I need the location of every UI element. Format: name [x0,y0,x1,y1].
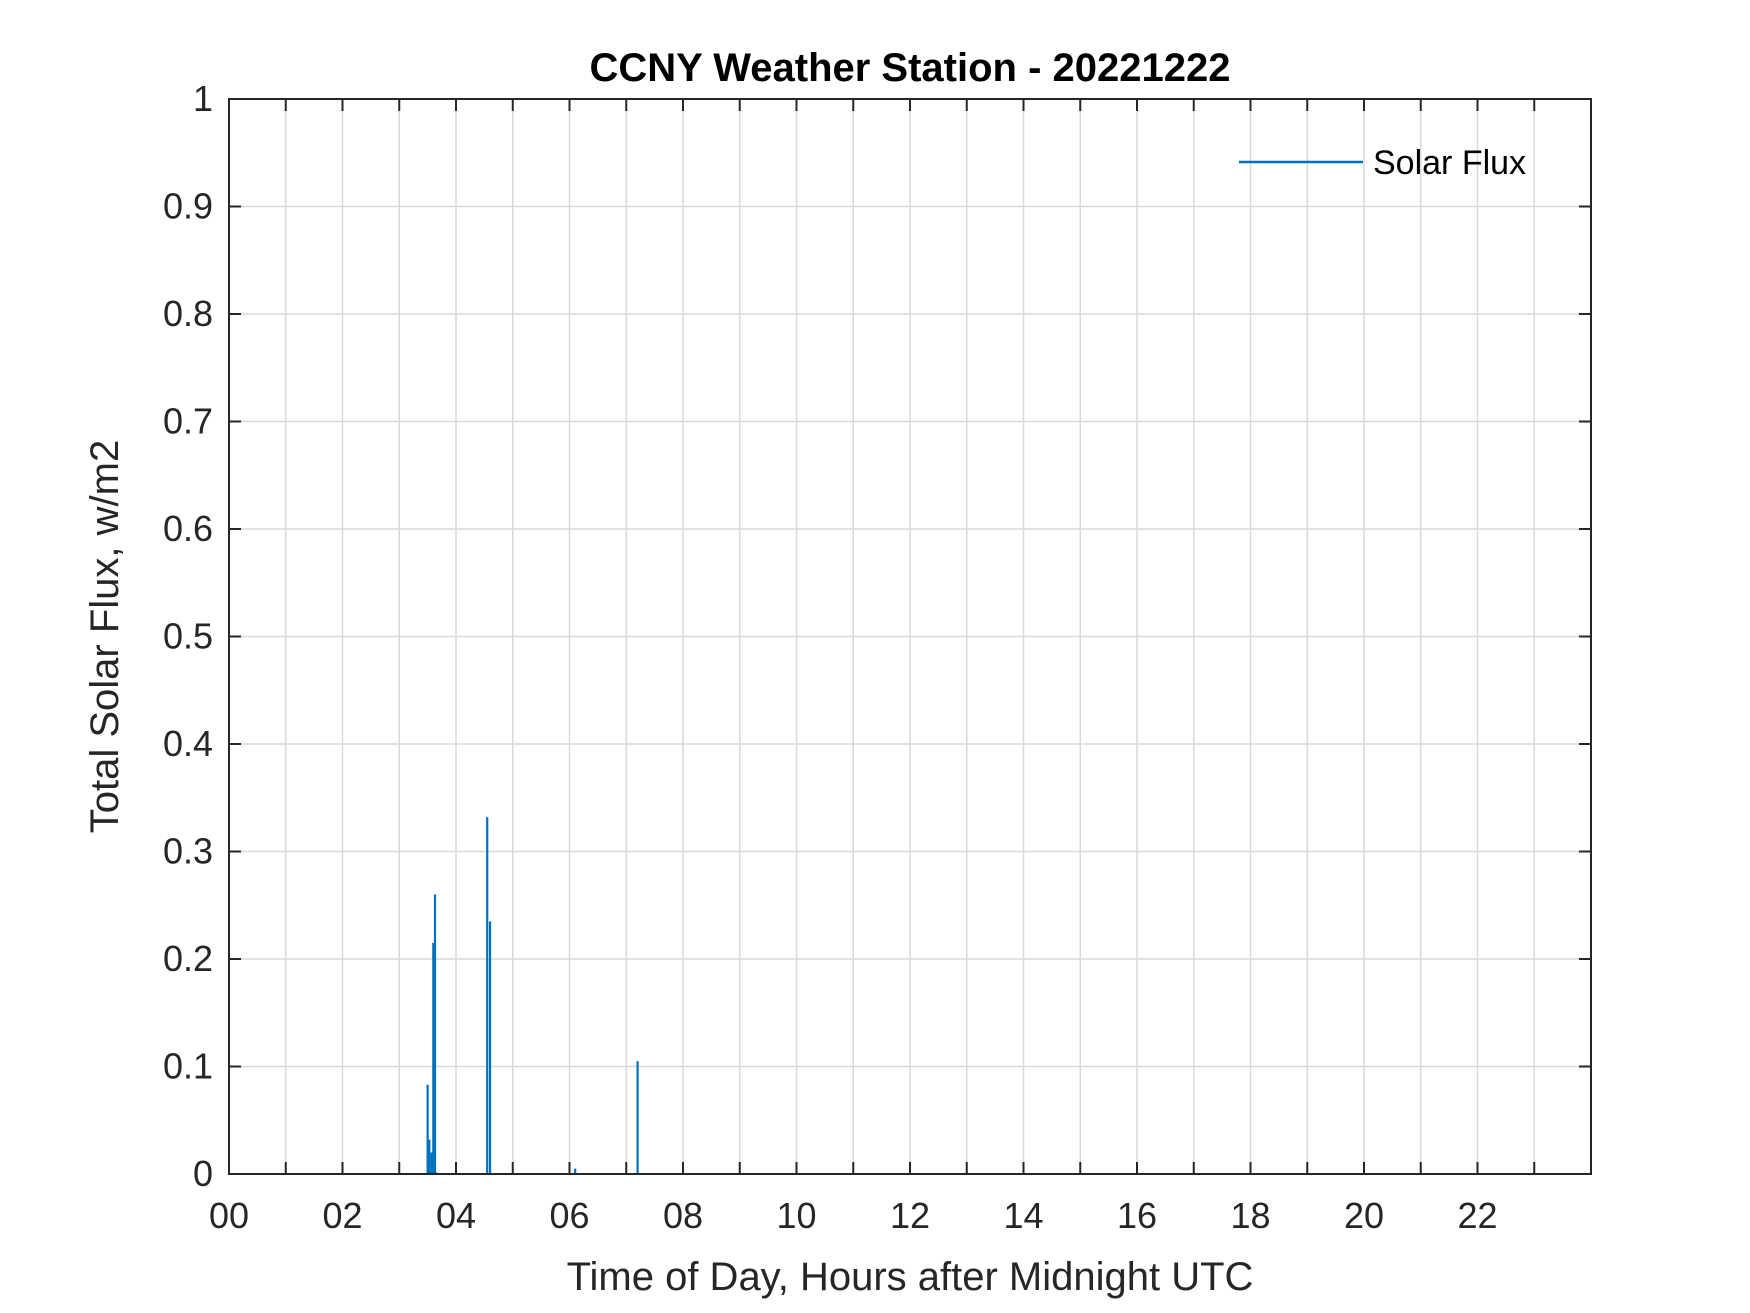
y-tick-label: 0.7 [163,401,213,442]
y-tick-label: 0 [193,1153,213,1194]
x-tick-label: 12 [890,1195,930,1236]
y-tick-label: 0.6 [163,508,213,549]
y-tick-labels: 0 0.1 0.2 0.3 0.4 0.5 0.6 0.7 0.8 0.9 1 [163,78,213,1194]
y-tick-label: 0.9 [163,186,213,227]
y-tick-label: 0.1 [163,1046,213,1087]
y-tick-label: 0.2 [163,938,213,979]
x-tick-labels: 00 02 04 06 08 10 12 14 16 18 20 22 [209,1195,1498,1236]
series-solar-flux [426,817,639,1174]
x-axis-label: Time of Day, Hours after Midnight UTC [567,1255,1254,1299]
x-tick-label: 02 [322,1195,362,1236]
x-tick-label: 18 [1230,1195,1270,1236]
x-tick-label: 10 [776,1195,816,1236]
chart-title: CCNY Weather Station - 20221222 [590,46,1231,90]
x-tick-label: 16 [1117,1195,1157,1236]
legend: Solar Flux [1239,144,1526,182]
x-tick-label: 14 [1003,1195,1043,1236]
x-tick-label: 04 [436,1195,476,1236]
y-axis-label: Total Solar Flux, w/m2 [83,440,127,833]
y-tick-label: 0.3 [163,831,213,872]
axis-ticks [229,99,1591,1174]
y-tick-label: 1 [193,78,213,119]
grid [229,99,1591,1174]
x-tick-label: 08 [663,1195,703,1236]
legend-label: Solar Flux [1373,144,1526,182]
x-tick-label: 00 [209,1195,249,1236]
y-tick-label: 0.8 [163,293,213,334]
plot-frame [228,98,1592,1175]
x-tick-label: 06 [549,1195,589,1236]
y-tick-label: 0.4 [163,723,213,764]
x-tick-label: 22 [1457,1195,1497,1236]
x-tick-label: 20 [1344,1195,1384,1236]
y-tick-label: 0.5 [163,616,213,657]
